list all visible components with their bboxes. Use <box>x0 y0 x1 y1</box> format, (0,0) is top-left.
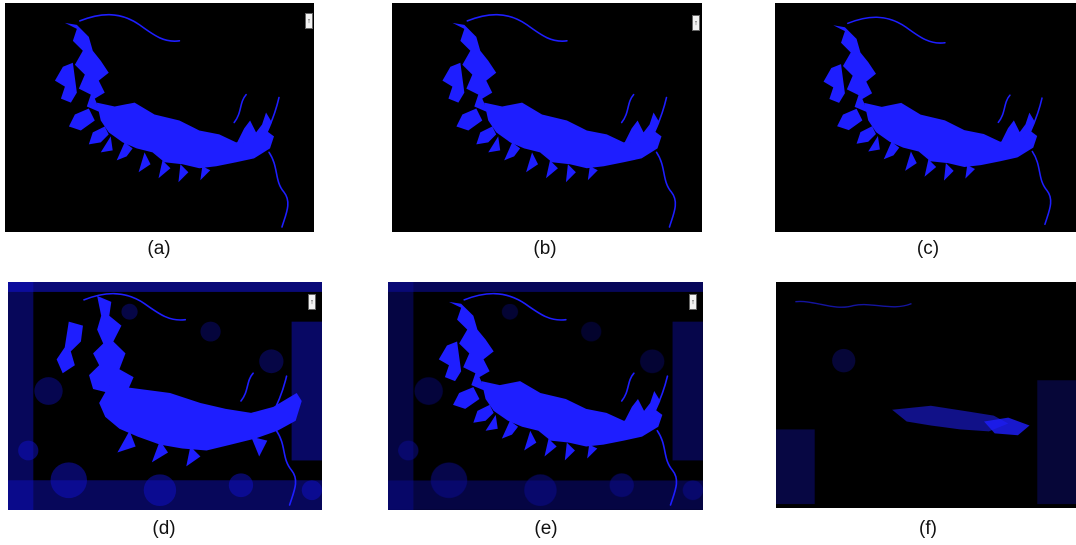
caption-a: (a) <box>147 238 171 259</box>
water-map-a <box>54 13 289 228</box>
north-arrow-icon: ↑ <box>689 294 697 310</box>
panel-d: ↑ <box>8 282 322 510</box>
water-map-c <box>823 16 1052 226</box>
caption-f: (f) <box>919 518 937 539</box>
water-map-d <box>8 282 322 510</box>
panel-c <box>775 3 1076 232</box>
panel-f <box>776 282 1076 508</box>
caption-d: (d) <box>152 518 176 539</box>
panel-b: ↑ <box>392 3 702 232</box>
caption-e: (e) <box>534 518 558 539</box>
water-map-e <box>388 282 703 510</box>
panel-e: ↑ <box>388 282 703 510</box>
water-map-b <box>442 13 677 228</box>
north-arrow-icon: ↑ <box>305 13 313 29</box>
north-arrow-icon: ↑ <box>692 15 700 31</box>
caption-c: (c) <box>916 238 940 259</box>
caption-b: (b) <box>533 238 557 259</box>
panel-a: ↑ <box>5 3 314 232</box>
water-map-f <box>776 300 1076 505</box>
north-arrow-icon: ↑ <box>308 294 316 310</box>
